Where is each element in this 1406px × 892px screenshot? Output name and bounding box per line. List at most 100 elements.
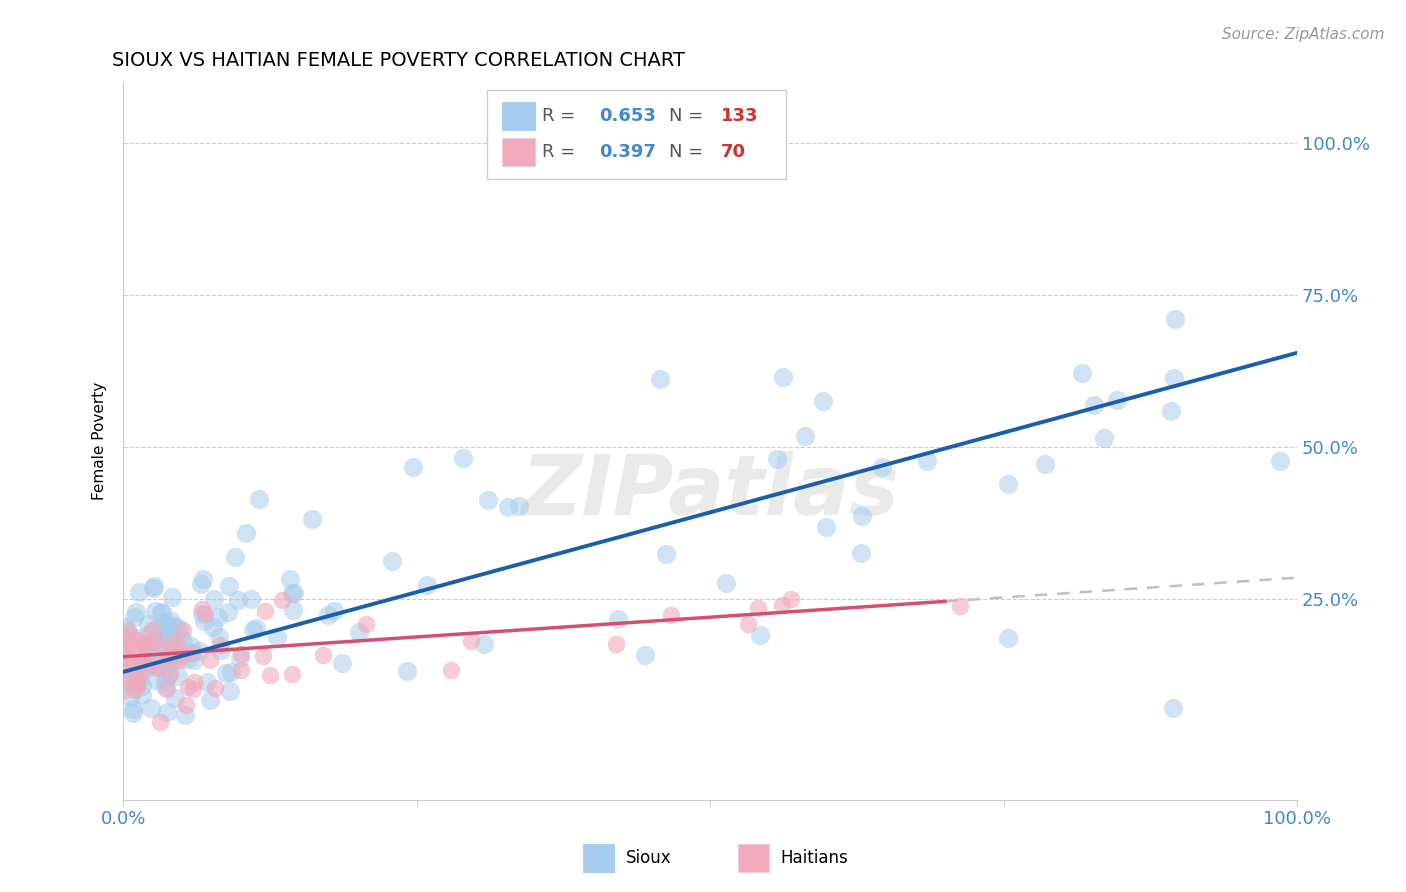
Point [152,630,174,644]
FancyBboxPatch shape [502,138,536,166]
Point [165,649,187,664]
Text: N =: N = [669,143,709,161]
Point [112,662,135,676]
Point [278,573,301,587]
Point [301,512,323,526]
Point [159,613,181,627]
Point [202,592,225,607]
Point [122,706,145,720]
Text: SIOUX VS HAITIAN FEMALE POVERTY CORRELATION CHART: SIOUX VS HAITIAN FEMALE POVERTY CORRELAT… [111,51,685,70]
Point [508,499,530,513]
Point [125,605,148,619]
Point [283,586,305,600]
Point [114,683,136,698]
Point [159,655,181,669]
Point [112,632,135,647]
Point [166,648,188,662]
Point [112,670,135,684]
Point [112,645,135,659]
Point [997,477,1019,491]
Point [737,617,759,632]
Point [128,656,150,670]
Point [240,592,263,607]
Point [125,674,148,689]
Point [128,585,150,599]
Point [169,622,191,636]
Text: R =: R = [543,143,581,161]
Point [204,681,226,696]
Point [281,586,304,600]
Point [714,575,737,590]
Point [145,604,167,618]
Point [118,658,141,673]
Point [177,680,200,694]
Point [198,653,221,667]
Point [1268,454,1291,468]
Point [166,669,188,683]
Point [160,591,183,605]
Point [650,372,672,386]
Text: ZIPatlas: ZIPatlas [522,450,898,532]
Text: Sioux: Sioux [626,849,671,867]
Point [281,667,304,681]
Point [183,653,205,667]
Point [115,656,138,670]
Point [281,603,304,617]
Point [209,639,232,653]
Point [129,672,152,686]
Point [153,616,176,631]
Point [1160,404,1182,418]
Point [496,500,519,514]
Point [270,592,292,607]
Point [157,627,180,641]
Point [145,673,167,688]
Point [149,640,172,654]
Point [235,526,257,541]
Point [254,604,277,618]
Point [131,646,153,660]
Point [183,674,205,689]
Point [149,644,172,658]
Point [143,633,166,648]
Point [1161,701,1184,715]
Point [115,641,138,656]
Point [749,628,772,642]
Point [316,607,339,622]
Point [218,579,240,593]
Text: N =: N = [669,107,709,125]
Point [135,661,157,675]
Point [138,617,160,632]
Point [141,623,163,637]
Point [814,520,837,534]
Point [201,620,224,634]
Text: 0.653: 0.653 [599,107,655,125]
Point [153,673,176,688]
Point [1107,392,1129,407]
Point [139,638,162,652]
Point [181,646,204,660]
Point [156,682,179,697]
Point [172,633,194,648]
Point [165,691,187,706]
Point [177,645,200,659]
Point [172,623,194,637]
Point [187,643,209,657]
Point [156,633,179,648]
Point [1163,312,1185,326]
Point [772,370,794,384]
Text: 133: 133 [721,107,758,125]
Point [634,648,657,662]
Point [195,675,218,690]
Point [117,673,139,687]
Point [166,639,188,653]
Point [125,674,148,689]
Point [114,620,136,634]
Point [115,640,138,654]
Point [245,622,267,636]
Point [193,614,215,628]
Point [146,622,169,636]
Point [811,394,834,409]
Point [138,626,160,640]
Point [155,615,177,630]
Point [1071,366,1094,380]
